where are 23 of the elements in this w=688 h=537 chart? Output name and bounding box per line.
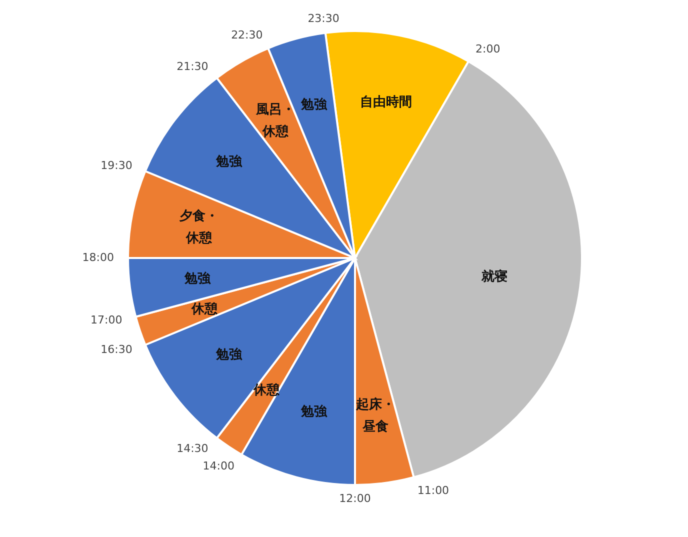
- text: 21:30: [176, 60, 208, 73]
- text: 11:00: [417, 484, 450, 497]
- slice-label: 休憩: [190, 300, 219, 317]
- slice-label: 勉強: [300, 96, 328, 112]
- slice-label: 就寝: [480, 268, 508, 284]
- text: 2:00: [476, 42, 500, 56]
- text: 17:00: [90, 313, 122, 326]
- slice-label: 風呂・休憩: [255, 102, 296, 139]
- text: 14:00: [202, 460, 234, 473]
- text: 14:30: [176, 442, 208, 456]
- text: 23:30: [308, 12, 340, 26]
- text: 19:30: [100, 158, 132, 172]
- text: 16:30: [100, 343, 132, 356]
- slice-label: 勉強: [214, 152, 243, 169]
- slice-label: 勉強: [300, 403, 328, 420]
- slice-label: 自由時間: [360, 94, 412, 110]
- text: 22:30: [231, 28, 263, 42]
- slice-label: 勉強: [214, 346, 243, 362]
- slice-label: 勉強: [183, 270, 212, 286]
- text: 12:00: [339, 492, 371, 506]
- text: 18:00: [82, 251, 114, 264]
- slice-label: 夕食・休憩: [178, 208, 219, 246]
- slice-label: 起床・昼食: [355, 396, 396, 434]
